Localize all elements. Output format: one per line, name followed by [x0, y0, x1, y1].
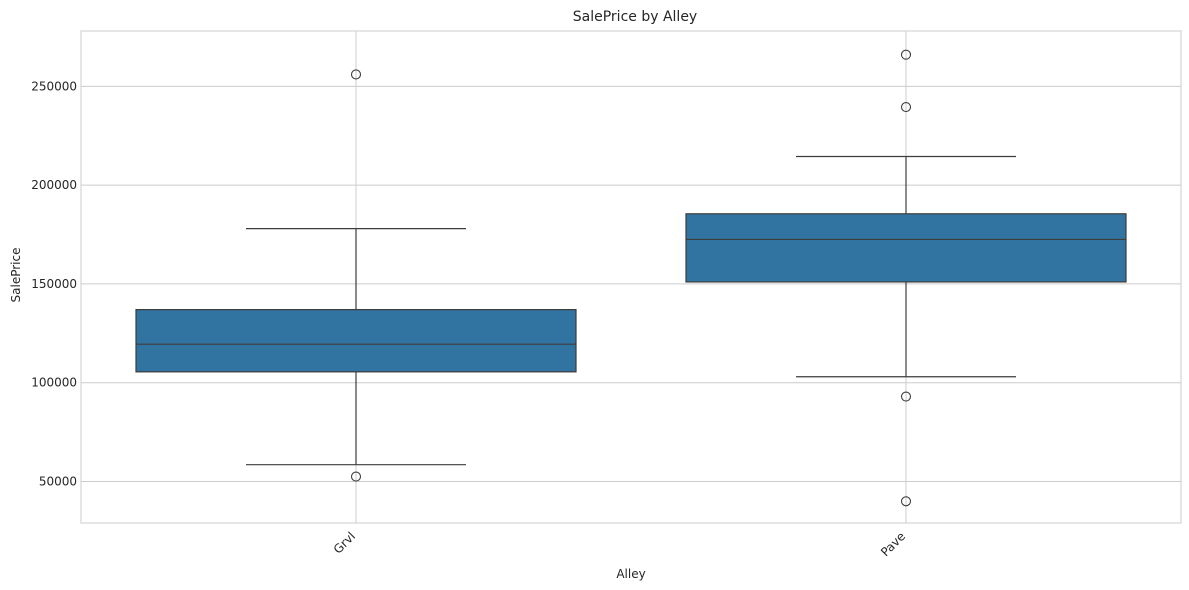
y-tick-label: 200000 [31, 178, 77, 192]
box-pave [685, 213, 1127, 283]
plot-frame [80, 30, 1182, 524]
outlier-point [900, 49, 912, 60]
outlier-point [900, 102, 912, 113]
y-tick-label: 50000 [39, 475, 77, 489]
box-group [135, 49, 1127, 507]
chart-title: SalePrice by Alley [573, 9, 697, 25]
y-axis-label: SalePrice [9, 248, 23, 303]
x-tick-label: Pave [878, 529, 908, 559]
y-tick-label: 250000 [31, 79, 77, 93]
outlier-point [350, 471, 362, 482]
outlier-point [900, 496, 912, 507]
y-tick-label: 150000 [31, 277, 77, 291]
x-tick-label: Grvl [331, 529, 358, 556]
x-tick-labels: Grvl Pave [331, 529, 908, 559]
outlier-point [900, 391, 912, 402]
y-tick-labels: 50000 100000 150000 200000 250000 [31, 79, 77, 488]
outlier-point [350, 69, 362, 80]
x-axis-label: Alley [616, 567, 645, 581]
box-grvl [135, 309, 577, 373]
y-tick-label: 100000 [31, 376, 77, 390]
